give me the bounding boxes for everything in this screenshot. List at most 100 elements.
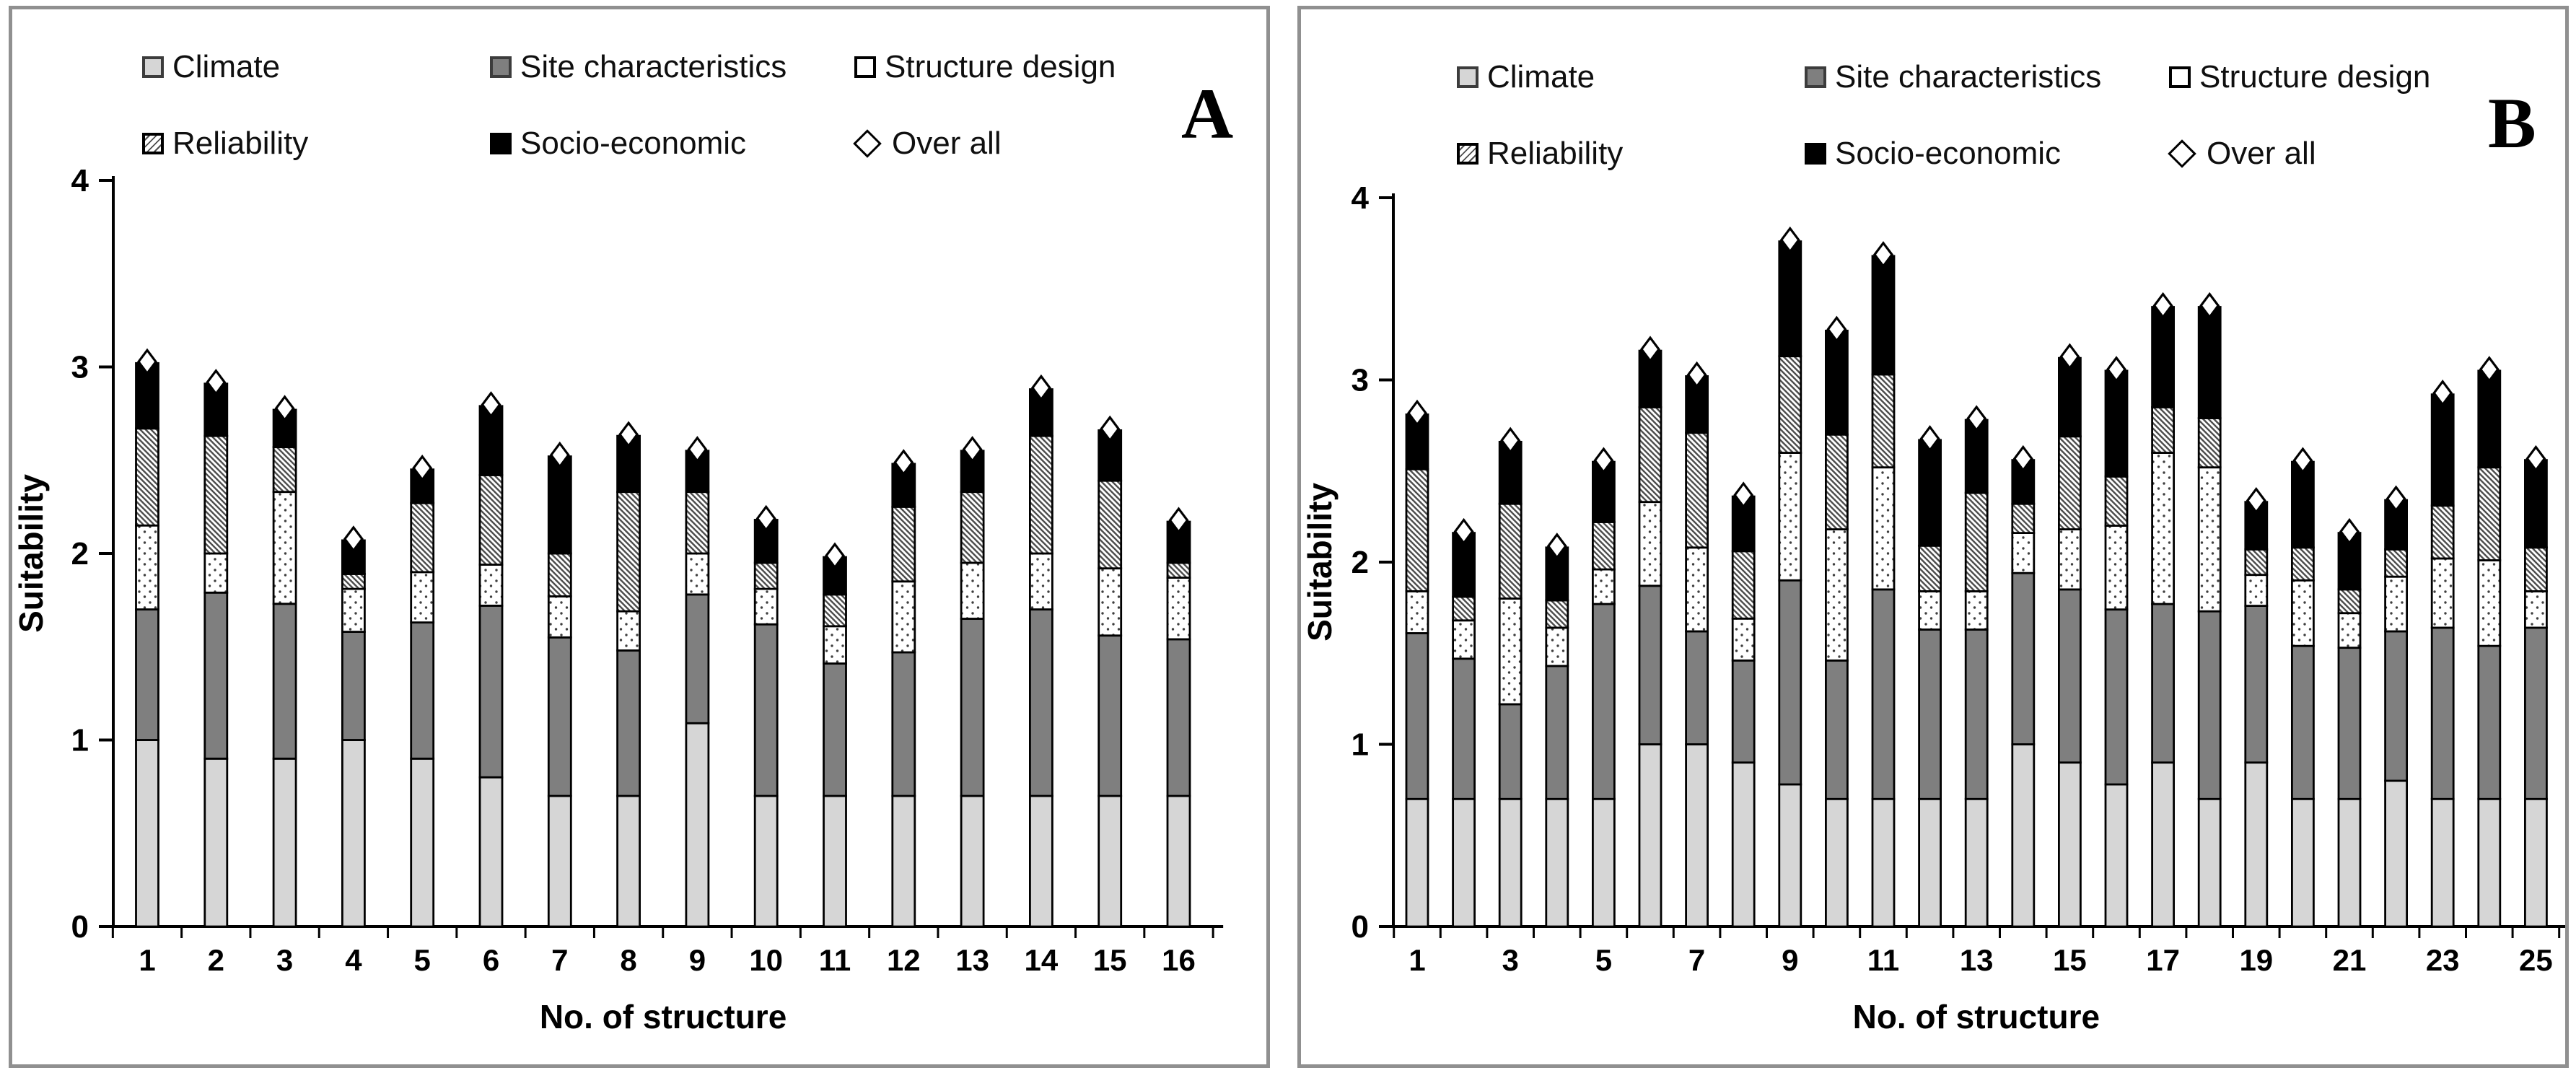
bar-structure-24: [2477, 356, 2502, 928]
bar-segment-climate: [203, 757, 229, 928]
bar-segment-socio_economic: [1778, 240, 1802, 358]
overall-diamond-marker: [2432, 380, 2453, 407]
bar-segment-site_characteristics: [753, 623, 779, 797]
bar-segment-reliability: [1918, 544, 1942, 592]
bar-segment-structure_design: [1731, 617, 1756, 662]
bar-segment-site_characteristics: [2337, 647, 2362, 800]
legend-label: Socio-economic: [1835, 136, 2062, 171]
bar-segment-climate: [1545, 797, 1569, 928]
x-tick-label: 7: [1688, 943, 1705, 977]
overall-diamond-marker: [1453, 517, 1474, 546]
bar-structure-5: [1591, 447, 1616, 928]
bar-segment-socio_economic: [1918, 439, 1942, 547]
bar-segment-structure_design: [616, 610, 641, 652]
bar-structure-10: [1825, 315, 1849, 928]
bar-segment-reliability: [2104, 475, 2129, 527]
overall-diamond-marker: [755, 504, 776, 533]
bar-segment-site_characteristics: [2011, 571, 2036, 745]
overall-diamond-marker: [2525, 444, 2546, 473]
legend-label: Climate: [1487, 59, 1595, 95]
bar-segment-site_characteristics: [1452, 657, 1476, 800]
bar-segment-reliability: [1825, 433, 1849, 530]
bar-segment-structure_design: [2197, 466, 2222, 613]
bar-structure-4: [1545, 533, 1569, 928]
bar-structure-21: [2337, 517, 2362, 928]
bar-segment-reliability: [2291, 546, 2315, 582]
bar-segment-climate: [135, 739, 159, 928]
bar-segment-site_characteristics: [823, 662, 847, 797]
structure-design-swatch-icon: [854, 56, 876, 78]
bar-segment-climate: [823, 794, 847, 928]
x-tick-label: 4: [345, 943, 362, 977]
bar-segment-climate: [2011, 743, 2036, 928]
bar-segment-site_characteristics: [1731, 659, 1756, 764]
bar-segment-reliability: [2524, 546, 2548, 592]
bar-segment-reliability: [891, 505, 916, 583]
bar-segment-reliability: [2430, 504, 2455, 560]
x-tick-label: 25: [2519, 943, 2553, 977]
bar-segment-climate: [960, 794, 985, 928]
legend-item-site-characteristics: Site characteristics: [490, 49, 854, 85]
bar-segment-site_characteristics: [1098, 634, 1123, 797]
bar-segment-climate: [1452, 797, 1476, 928]
x-axis-title: No. of structure: [1853, 998, 2100, 1035]
bar-segment-reliability: [547, 552, 572, 597]
bar-segment-climate: [685, 722, 710, 928]
y-tick-label: 3: [71, 350, 89, 385]
legend-item-reliability: Reliability: [142, 126, 490, 162]
bar-segment-reliability: [1498, 502, 1523, 600]
bar-segment-reliability: [753, 561, 779, 590]
socio-economic-swatch-icon: [1805, 143, 1826, 165]
bar-structure-14: [2011, 444, 2036, 928]
bar-segment-reliability: [960, 491, 985, 564]
x-tick-label: 8: [620, 943, 636, 977]
bar-structure-2: [203, 369, 229, 928]
legend-item-socio-economic: Socio-economic: [490, 126, 854, 162]
bar-segment-site_characteristics: [2197, 610, 2222, 800]
bar-segment-structure_design: [2151, 452, 2175, 605]
bar-segment-socio_economic: [1825, 329, 1849, 436]
x-tick-label: 3: [276, 943, 293, 977]
overall-diamond-marker: [2199, 292, 2220, 320]
bar-segment-reliability: [1778, 355, 1802, 454]
bar-segment-structure_design: [410, 571, 435, 624]
legend-item-reliability: Reliability: [1457, 136, 1805, 172]
reliability-swatch-icon: [1457, 143, 1478, 165]
legend-label: Over all: [892, 126, 1002, 161]
bar-structure-18: [2197, 292, 2222, 928]
bar-segment-structure_design: [1685, 546, 1709, 633]
bar-segment-reliability: [2244, 548, 2269, 577]
bar-structure-15: [1098, 415, 1123, 928]
overall-diamond-marker: [825, 542, 845, 569]
bar-segment-structure_design: [135, 524, 159, 610]
bar-segment-site_characteristics: [1498, 703, 1523, 800]
bar-segment-reliability: [2011, 502, 2036, 535]
bar-structure-10: [753, 504, 779, 928]
legend-label: Site characteristics: [1835, 59, 2102, 95]
socio-economic-swatch-icon: [490, 133, 512, 154]
overall-diamond-marker: [2106, 356, 2126, 383]
bar-segment-reliability: [341, 573, 366, 590]
bar-segment-climate: [1498, 797, 1523, 928]
bar-segment-climate: [1685, 743, 1709, 928]
x-tick-label: 2: [208, 943, 224, 977]
bar-segment-climate: [2477, 797, 2502, 928]
bar-segment-reliability: [1545, 599, 1569, 629]
bar-structure-1: [1405, 399, 1429, 928]
bar-segment-site_characteristics: [891, 651, 916, 797]
bar-segment-structure_design: [2011, 532, 2036, 574]
bar-structure-17: [2151, 292, 2175, 928]
bar-segment-reliability: [1731, 550, 1756, 620]
overall-diamond-marker: [2152, 292, 2173, 320]
climate-swatch-icon: [142, 56, 164, 78]
bar-segment-climate: [1731, 761, 1756, 928]
bar-structure-8: [1731, 481, 1756, 928]
bar-segment-climate: [1591, 797, 1616, 928]
legend-item-climate: Climate: [142, 49, 490, 85]
bar-segment-climate: [2430, 797, 2455, 928]
x-tick-label: 14: [1025, 943, 1059, 977]
bar-segment-climate: [478, 776, 504, 928]
legend-item-socio-economic: Socio-economic: [1805, 136, 2169, 172]
overall-diamond-marker: [1919, 425, 1940, 452]
x-tick-label: 13: [1960, 943, 1994, 977]
